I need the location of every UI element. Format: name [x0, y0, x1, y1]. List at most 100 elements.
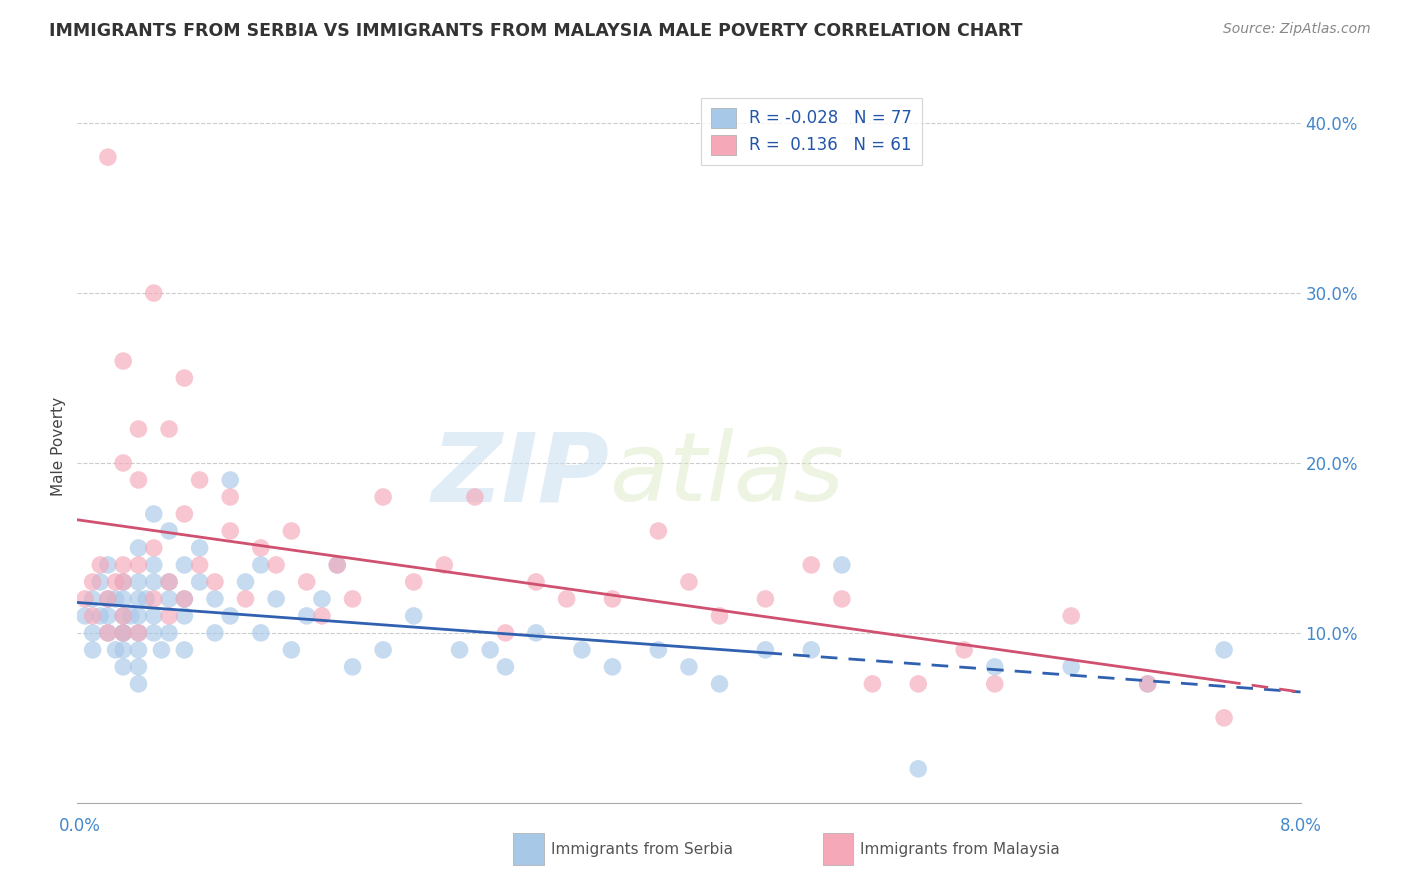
- Point: [173, 608, 195, 623]
- Point: [479, 643, 502, 657]
- Point: [157, 574, 180, 589]
- Point: [104, 643, 127, 657]
- Point: [112, 626, 135, 640]
- Point: [433, 558, 456, 572]
- Point: [97, 591, 120, 606]
- Point: [464, 490, 486, 504]
- Point: [112, 456, 135, 470]
- Point: [173, 591, 195, 606]
- Point: [127, 626, 149, 640]
- Point: [173, 558, 195, 572]
- Point: [311, 591, 333, 606]
- Point: [907, 762, 929, 776]
- Point: [1213, 643, 1236, 657]
- Point: [800, 643, 823, 657]
- Point: [142, 507, 165, 521]
- Point: [860, 677, 884, 691]
- Point: [127, 591, 149, 606]
- Point: [150, 643, 173, 657]
- Point: [127, 660, 149, 674]
- Point: [127, 626, 149, 640]
- Point: [157, 608, 180, 623]
- Point: [142, 626, 165, 640]
- Point: [157, 524, 180, 538]
- Point: [295, 574, 318, 589]
- Point: [264, 558, 287, 572]
- Point: [524, 574, 547, 589]
- Point: [402, 608, 425, 623]
- Point: [219, 473, 242, 487]
- Point: [326, 558, 349, 572]
- Point: [800, 558, 823, 572]
- Point: [89, 608, 111, 623]
- Point: [1136, 677, 1159, 691]
- Point: [342, 591, 364, 606]
- Point: [112, 354, 135, 368]
- Point: [173, 591, 195, 606]
- Text: Immigrants from Malaysia: Immigrants from Malaysia: [860, 842, 1060, 856]
- Point: [142, 591, 165, 606]
- Point: [82, 608, 104, 623]
- Point: [142, 574, 165, 589]
- Y-axis label: Male Poverty: Male Poverty: [51, 396, 66, 496]
- Point: [127, 558, 149, 572]
- Point: [555, 591, 578, 606]
- Point: [188, 558, 211, 572]
- Point: [571, 643, 593, 657]
- Text: IMMIGRANTS FROM SERBIA VS IMMIGRANTS FROM MALAYSIA MALE POVERTY CORRELATION CHAR: IMMIGRANTS FROM SERBIA VS IMMIGRANTS FRO…: [49, 22, 1022, 40]
- Point: [371, 490, 394, 504]
- Point: [112, 574, 135, 589]
- Point: [371, 643, 394, 657]
- Point: [112, 574, 135, 589]
- Point: [127, 608, 149, 623]
- Point: [73, 608, 96, 623]
- Point: [709, 608, 731, 623]
- Point: [112, 591, 135, 606]
- Point: [1060, 608, 1083, 623]
- Point: [1213, 711, 1236, 725]
- Point: [104, 574, 127, 589]
- Point: [831, 558, 853, 572]
- Point: [953, 643, 976, 657]
- Point: [82, 574, 104, 589]
- Point: [157, 591, 180, 606]
- Point: [127, 677, 149, 691]
- Point: [173, 371, 195, 385]
- Point: [311, 608, 333, 623]
- Point: [157, 574, 180, 589]
- Point: [295, 608, 318, 623]
- Point: [647, 643, 669, 657]
- Point: [97, 626, 120, 640]
- Point: [602, 591, 624, 606]
- Text: ZIP: ZIP: [432, 428, 609, 521]
- Point: [709, 677, 731, 691]
- Point: [127, 643, 149, 657]
- Point: [326, 558, 349, 572]
- Point: [342, 660, 364, 674]
- Point: [82, 626, 104, 640]
- Point: [112, 558, 135, 572]
- Point: [142, 558, 165, 572]
- Point: [112, 660, 135, 674]
- Point: [204, 626, 226, 640]
- Point: [82, 591, 104, 606]
- Point: [157, 626, 180, 640]
- Point: [219, 490, 242, 504]
- Point: [104, 591, 127, 606]
- Point: [89, 558, 111, 572]
- Text: atlas: atlas: [609, 428, 845, 521]
- Point: [97, 626, 120, 640]
- Point: [97, 558, 120, 572]
- Point: [120, 608, 142, 623]
- Point: [280, 643, 302, 657]
- Point: [112, 626, 135, 640]
- Point: [127, 473, 149, 487]
- Point: [678, 574, 700, 589]
- Point: [831, 591, 853, 606]
- Point: [173, 507, 195, 521]
- Legend: R = -0.028   N = 77, R =  0.136   N = 61: R = -0.028 N = 77, R = 0.136 N = 61: [700, 97, 922, 165]
- Point: [495, 660, 517, 674]
- Point: [188, 473, 211, 487]
- Point: [112, 643, 135, 657]
- Point: [219, 524, 242, 538]
